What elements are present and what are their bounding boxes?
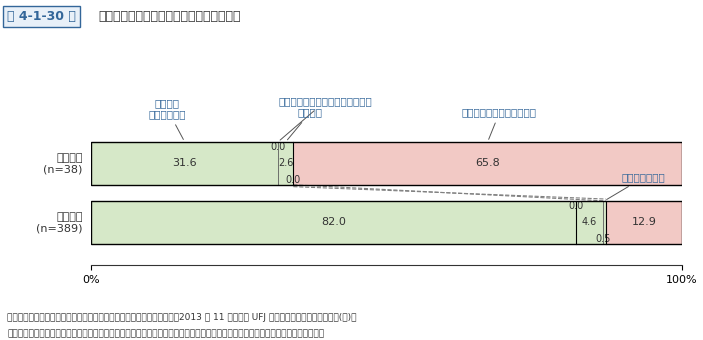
Bar [576, 201, 602, 244]
Text: 0.5: 0.5 [595, 234, 610, 244]
Text: 31.6: 31.6 [172, 158, 197, 168]
Text: 82.0: 82.0 [321, 217, 346, 227]
Text: 最も連携の度合いの強い中小企業支援機関: 最も連携の度合いの強い中小企業支援機関 [98, 10, 241, 23]
Text: 商工会・
商工会議所等: 商工会・ 商工会議所等 [148, 98, 186, 139]
Text: 65.8: 65.8 [475, 158, 500, 168]
Text: 都道府県
(n=38): 都道府県 (n=38) [43, 153, 82, 174]
Text: 0.0: 0.0 [271, 142, 285, 152]
Text: 資料：中小企業庁委託「自治体の中小企業支援の実態に関する調査」（2013 年 11 月、三菱 UFJ リサーチ＆コンサルティング(株)）: 資料：中小企業庁委託「自治体の中小企業支援の実態に関する調査」（2013 年 1… [7, 313, 356, 322]
Text: 税・法務関係の中小企業支援機関: 税・法務関係の中小企業支援機関 [278, 96, 372, 140]
Bar [91, 201, 576, 244]
Text: 金融機関: 金融機関 [288, 108, 323, 140]
Text: （注）連携の度合いの強い中小企業支援機関として１位から３位を回答してもらった中で、１位に回答されたものを集計している。: （注）連携の度合いの強い中小企業支援機関として１位から３位を回答してもらった中で… [7, 330, 324, 339]
Text: 市区町村
(n=389): 市区町村 (n=389) [36, 211, 82, 233]
Text: 0.0: 0.0 [285, 175, 301, 185]
Text: その他の中小企業支援機関: その他の中小企業支援機関 [462, 108, 537, 139]
Bar [606, 201, 682, 244]
Text: 12.9: 12.9 [631, 217, 657, 227]
Text: 第 4-1-30 図: 第 4-1-30 図 [7, 10, 76, 23]
Text: 2.6: 2.6 [278, 158, 293, 168]
Text: コンサルタント: コンサルタント [607, 172, 666, 200]
Bar [602, 201, 606, 244]
Bar [91, 142, 278, 185]
Text: 0.0: 0.0 [568, 201, 583, 211]
Bar [293, 142, 682, 185]
Text: 4.6: 4.6 [581, 217, 597, 227]
Bar [278, 142, 293, 185]
